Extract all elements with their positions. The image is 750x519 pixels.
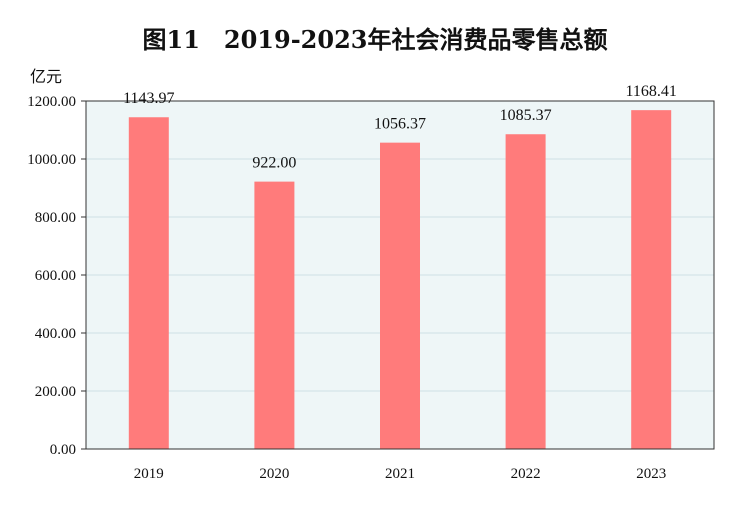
x-tick-label-2019: 2019 (134, 466, 164, 482)
bar-2019 (128, 117, 169, 449)
axes (81, 100, 715, 450)
labels: 0.00 200.00 400.00 600.00 800.00 1000.00 1200.… (27, 83, 677, 482)
x-tick-label-2021: 2021 (385, 466, 415, 482)
y-tick-label: 400.00 (35, 326, 76, 342)
y-tick-label: 600.00 (35, 268, 76, 284)
plot-frame (85, 100, 715, 450)
y-axis-unit-label: 亿元 (30, 67, 62, 86)
data-label-2022: 1085.37 (500, 107, 552, 124)
x-tick-label-2020: 2020 (259, 466, 289, 482)
bars (128, 110, 672, 449)
y-tick-label: 1000.00 (27, 152, 76, 168)
bar-2022 (505, 134, 546, 449)
bar-2021 (380, 142, 420, 449)
chart-title: 图11 2019-2023年社会消费品零售总额 (143, 25, 608, 54)
y-tick-label: 1200.00 (27, 94, 76, 110)
y-tick-label: 200.00 (35, 384, 76, 400)
y-tick-label: 800.00 (35, 210, 76, 226)
y-tick-label: 0.00 (50, 442, 76, 458)
data-label-2023: 1168.41 (625, 83, 676, 100)
bar-2023 (631, 110, 672, 449)
bar-2020 (254, 181, 295, 449)
x-tick-label-2022: 2022 (511, 466, 541, 482)
data-label-2021: 1056.37 (374, 116, 426, 133)
data-label-2019: 1143.97 (123, 90, 174, 107)
data-label-2020: 922.00 (252, 155, 296, 172)
x-tick-label-2023: 2023 (636, 466, 666, 482)
